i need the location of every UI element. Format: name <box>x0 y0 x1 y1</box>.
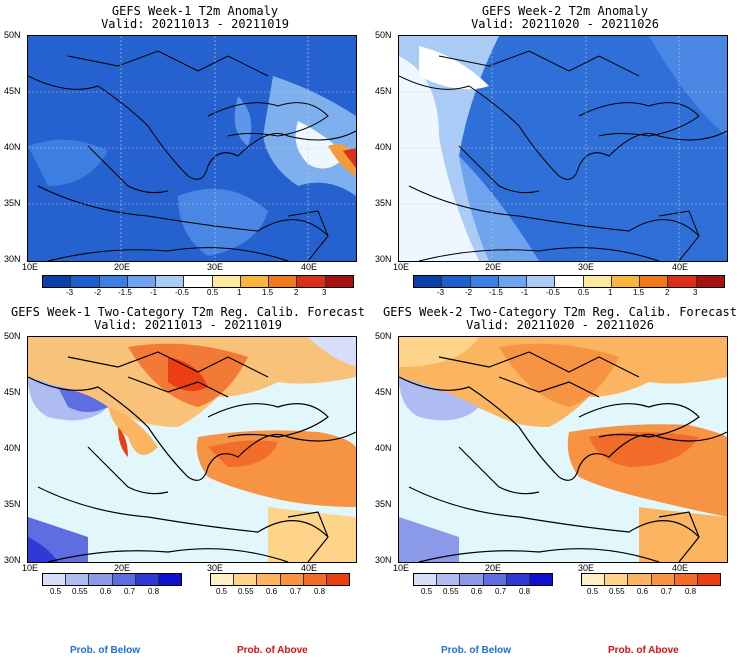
cbar-label: 1 <box>608 288 613 297</box>
lon-tick: 40E <box>301 563 318 573</box>
prob-below-legend: Prob. of Below <box>70 645 140 656</box>
cbar-label: -1 <box>150 288 158 297</box>
cbar-label: -0.5 <box>546 288 560 297</box>
prob-above-legend: Prob. of Above <box>237 645 308 656</box>
cbar-label: 0.55 <box>72 587 88 596</box>
lat-tick: 45N <box>4 86 21 96</box>
lat-tick: 35N <box>375 499 392 509</box>
cbar-label: -0.5 <box>175 288 189 297</box>
cbar-label: -3 <box>437 288 445 297</box>
lon-tick: 30E <box>207 262 224 272</box>
cbar-label: 3 <box>693 288 698 297</box>
cbar-label: 1.5 <box>633 288 645 297</box>
cbar-label: 0.5 <box>50 587 62 596</box>
lon-tick: 30E <box>578 563 595 573</box>
lon-tick: 10E <box>393 262 410 272</box>
lat-tick: 35N <box>375 198 392 208</box>
panel4-valid: Valid: 20211020 - 20211026 <box>466 318 654 332</box>
cbar-label: 2 <box>294 288 299 297</box>
panel1-title: GEFS Week-1 T2m Anomaly <box>111 4 279 18</box>
probability-map-week2 <box>398 336 728 563</box>
anomaly-map-week1 <box>27 35 357 262</box>
anomaly-map-week2 <box>398 35 728 262</box>
lat-tick: 40N <box>4 142 21 152</box>
cbar-label: 0.6 <box>100 587 112 596</box>
lat-tick: 45N <box>375 86 392 96</box>
lat-tick: 50N <box>375 30 392 40</box>
cbar-label: -3 <box>66 288 74 297</box>
lat-tick: 30N <box>375 254 392 264</box>
lat-tick: 35N <box>4 198 21 208</box>
lat-tick: 50N <box>375 331 392 341</box>
cbar-label: 0.7 <box>495 587 507 596</box>
lon-tick: 10E <box>22 563 39 573</box>
cbar-label: 0.55 <box>443 587 459 596</box>
panel1-valid: Valid: 20211013 - 20211019 <box>101 17 289 31</box>
panel3-valid: Valid: 20211013 - 20211019 <box>94 318 282 332</box>
cbar-label: 0.7 <box>661 587 673 596</box>
anomaly-colorbar-week2 <box>413 275 725 288</box>
cbar-label: 0.5 <box>216 587 228 596</box>
lat-tick: 45N <box>4 387 21 397</box>
prob-below-colorbar-week1 <box>42 573 182 586</box>
cbar-label: -1.5 <box>489 288 503 297</box>
prob-above-legend: Prob. of Above <box>608 645 679 656</box>
cbar-label: 0.5 <box>421 587 433 596</box>
cbar-label: 0.55 <box>238 587 254 596</box>
panel2-valid: Valid: 20211020 - 20211026 <box>471 17 659 31</box>
lat-tick: 40N <box>4 443 21 453</box>
lon-tick: 10E <box>22 262 39 272</box>
cbar-label: -1 <box>521 288 529 297</box>
lat-tick: 50N <box>4 30 21 40</box>
lat-tick: 30N <box>375 555 392 565</box>
cbar-label: 1 <box>237 288 242 297</box>
cbar-label: 1.5 <box>262 288 274 297</box>
probability-map-week1 <box>27 336 357 563</box>
cbar-label: 0.6 <box>266 587 278 596</box>
lon-tick: 40E <box>672 262 689 272</box>
cbar-label: -2 <box>94 288 102 297</box>
lon-tick: 20E <box>485 262 502 272</box>
cbar-label: 0.5 <box>578 288 590 297</box>
cbar-label: 0.5 <box>587 587 599 596</box>
prob-below-colorbar-week2 <box>413 573 553 586</box>
panel2-title: GEFS Week-2 T2m Anomaly <box>481 4 649 18</box>
cbar-label: 0.8 <box>519 587 531 596</box>
lat-tick: 30N <box>4 254 21 264</box>
prob-above-colorbar-week2 <box>581 573 721 586</box>
cbar-label: 0.55 <box>609 587 625 596</box>
lon-tick: 30E <box>578 262 595 272</box>
lat-tick: 50N <box>4 331 21 341</box>
lat-tick: 30N <box>4 555 21 565</box>
lon-tick: 20E <box>485 563 502 573</box>
cbar-label: 0.7 <box>124 587 136 596</box>
cbar-label: 0.6 <box>471 587 483 596</box>
panel3-title: GEFS Week-1 Two-Category T2m Reg. Calib.… <box>10 305 365 319</box>
cbar-label: 0.8 <box>314 587 326 596</box>
cbar-label: 0.6 <box>637 587 649 596</box>
cbar-label: 0.7 <box>290 587 302 596</box>
cbar-label: 0.8 <box>685 587 697 596</box>
lon-tick: 30E <box>207 563 224 573</box>
lat-tick: 40N <box>375 142 392 152</box>
lat-tick: 35N <box>4 499 21 509</box>
lon-tick: 40E <box>672 563 689 573</box>
cbar-label: 0.5 <box>207 288 219 297</box>
cbar-label: -1.5 <box>118 288 132 297</box>
lat-tick: 40N <box>375 443 392 453</box>
anomaly-colorbar-week1 <box>42 275 354 288</box>
cbar-label: 3 <box>322 288 327 297</box>
cbar-label: 0.8 <box>148 587 160 596</box>
lon-tick: 20E <box>114 262 131 272</box>
panel4-title: GEFS Week-2 Two-Category T2m Reg. Calib.… <box>382 305 737 319</box>
cbar-label: -2 <box>465 288 473 297</box>
prob-above-colorbar-week1 <box>210 573 350 586</box>
lon-tick: 10E <box>393 563 410 573</box>
lat-tick: 45N <box>375 387 392 397</box>
lon-tick: 40E <box>301 262 318 272</box>
prob-below-legend: Prob. of Below <box>441 645 511 656</box>
cbar-label: 2 <box>665 288 670 297</box>
lon-tick: 20E <box>114 563 131 573</box>
